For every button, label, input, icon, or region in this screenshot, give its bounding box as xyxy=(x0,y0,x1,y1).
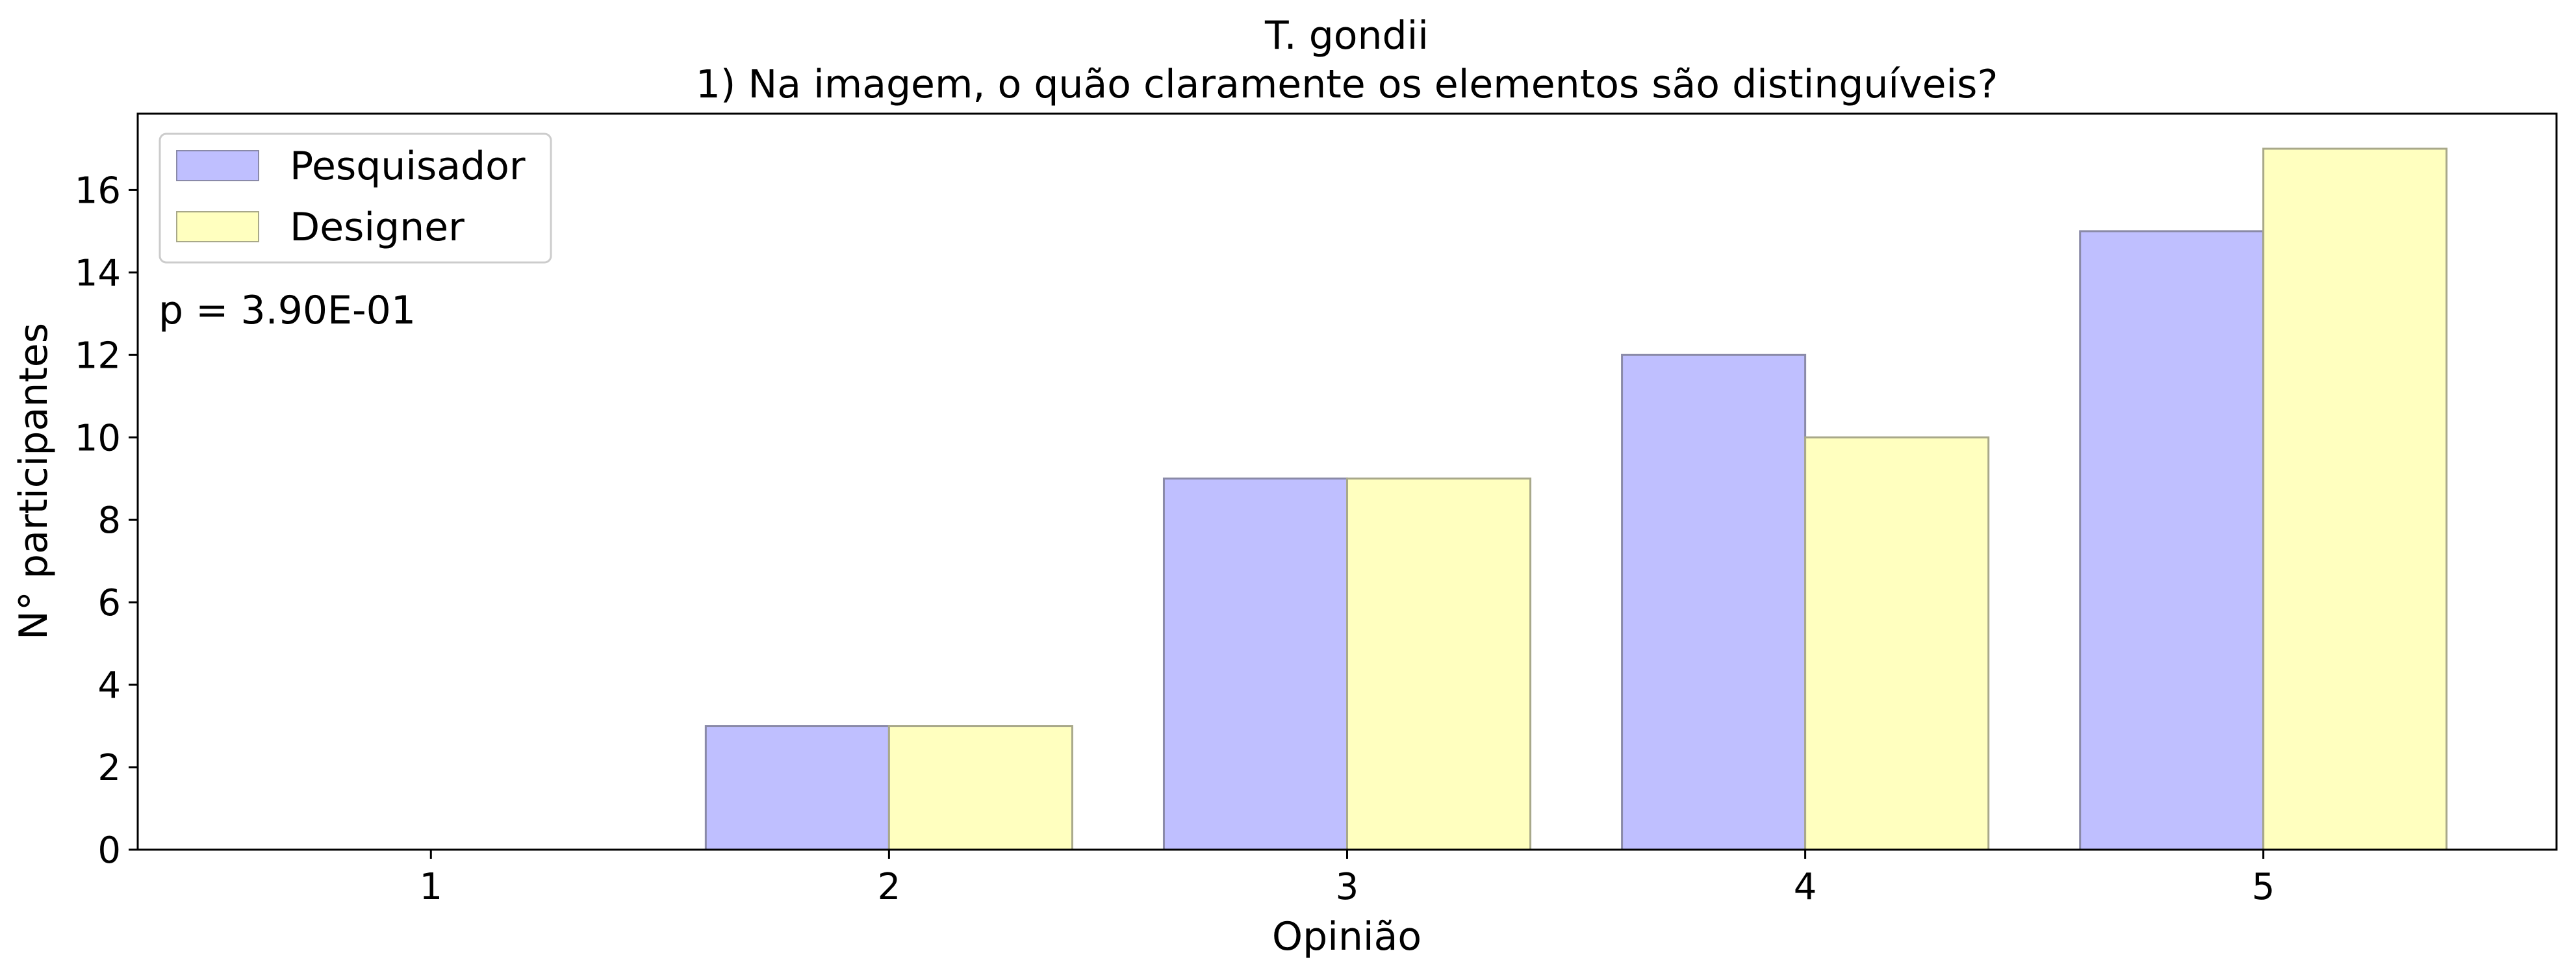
bar-pesquisador-5 xyxy=(2079,230,2265,851)
chart-title-line2: 1) Na imagem, o quão claramente os eleme… xyxy=(696,62,1998,107)
plot-frame xyxy=(136,112,2558,851)
y-tick-label: 10 xyxy=(75,417,121,459)
x-tick-label: 5 xyxy=(2252,866,2275,908)
bar-designer-3 xyxy=(1346,477,1532,851)
bar-designer-4 xyxy=(1804,436,1990,851)
y-tick-label: 6 xyxy=(97,582,121,624)
legend: Pesquisador Designer xyxy=(159,133,552,264)
y-tick-label: 12 xyxy=(75,335,121,377)
legend-label-pesquisador: Pesquisador xyxy=(290,144,526,189)
bar-pesquisador-4 xyxy=(1621,353,1807,851)
bar-pesquisador-3 xyxy=(1162,477,1349,851)
x-tick-label: 3 xyxy=(1336,866,1359,908)
p-value-annotation: p = 3.90E-01 xyxy=(159,288,416,333)
x-tick-label: 1 xyxy=(419,866,442,908)
y-tick-label: 16 xyxy=(75,170,121,212)
y-axis-title: N° participantes xyxy=(11,323,57,640)
x-tick-label: 4 xyxy=(1794,866,1817,908)
y-tick-label: 0 xyxy=(97,830,121,872)
y-tick-label: 8 xyxy=(97,500,121,542)
y-tick-label: 2 xyxy=(97,747,121,789)
y-tick-label: 14 xyxy=(75,252,121,294)
bars-group xyxy=(704,147,2448,851)
y-tick-label: 4 xyxy=(97,665,121,707)
x-axis-title: Opinião xyxy=(1272,914,1422,959)
legend-label-designer: Designer xyxy=(290,205,465,250)
legend-swatch-designer xyxy=(176,211,259,242)
bar-designer-5 xyxy=(2262,147,2448,851)
x-tick-label: 2 xyxy=(878,866,901,908)
bar-designer-2 xyxy=(887,725,1073,851)
chart-title-line1: T. gondii xyxy=(1264,13,1429,58)
legend-swatch-pesquisador xyxy=(176,150,259,181)
bar-pesquisador-2 xyxy=(704,725,890,851)
